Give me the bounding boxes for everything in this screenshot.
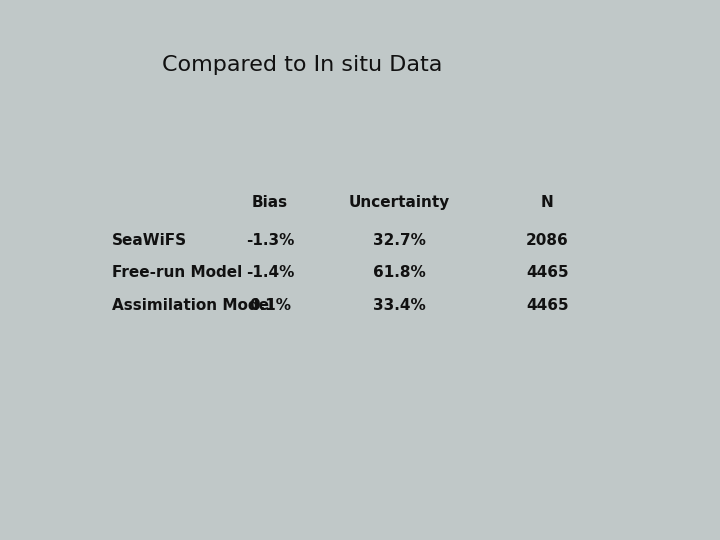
Text: 4465: 4465	[526, 265, 569, 280]
Text: 32.7%: 32.7%	[373, 233, 426, 248]
Text: Bias: Bias	[252, 195, 288, 210]
Text: SeaWiFS: SeaWiFS	[112, 233, 186, 248]
Text: Assimilation Model: Assimilation Model	[112, 298, 274, 313]
Text: -1.4%: -1.4%	[246, 265, 294, 280]
Text: Uncertainty: Uncertainty	[349, 195, 450, 210]
Text: 61.8%: 61.8%	[373, 265, 426, 280]
Text: N: N	[541, 195, 554, 210]
Text: Free-run Model: Free-run Model	[112, 265, 242, 280]
Text: 4465: 4465	[526, 298, 569, 313]
Text: 2086: 2086	[526, 233, 569, 248]
Text: 0.1%: 0.1%	[249, 298, 291, 313]
Text: -1.3%: -1.3%	[246, 233, 294, 248]
Text: Compared to In situ Data: Compared to In situ Data	[162, 55, 443, 75]
Text: 33.4%: 33.4%	[373, 298, 426, 313]
